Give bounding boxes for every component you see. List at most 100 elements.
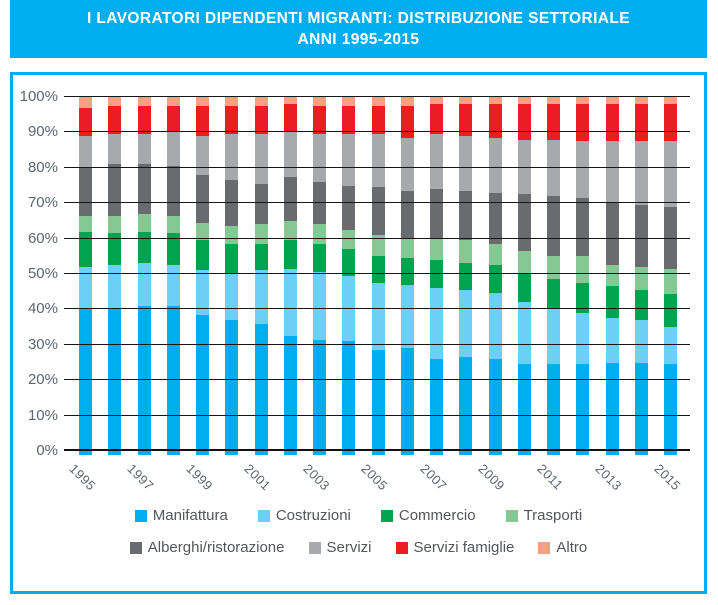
bar-segment-manifattura bbox=[517, 364, 531, 455]
bar-segment-alberghi-ristorazione bbox=[254, 183, 268, 225]
bar-segment-trasporti bbox=[459, 240, 473, 264]
bar-segment-manifattura bbox=[313, 339, 326, 455]
bar-segment-altro bbox=[371, 97, 385, 106]
bar-segment-servizi bbox=[313, 134, 326, 182]
bar-segment-servizi bbox=[517, 139, 531, 195]
legend-swatch-servizi-famiglie bbox=[395, 542, 408, 554]
bar-segment-commercio bbox=[313, 243, 326, 273]
bar-segment-altro bbox=[79, 97, 92, 108]
bar-segment-commercio bbox=[371, 256, 385, 283]
chart-title-line1: I LAVORATORI DIPENDENTI MIGRANTI: DISTRI… bbox=[86, 10, 631, 27]
gridline-60% bbox=[64, 238, 690, 239]
bar-segment-commercio bbox=[108, 233, 122, 266]
y-tick-label-10%: 10% bbox=[27, 407, 58, 424]
bar-segment-commercio bbox=[79, 231, 92, 267]
bar-segment-servizi-famiglie bbox=[108, 105, 122, 135]
bar-segment-servizi-famiglie bbox=[664, 104, 677, 142]
bar-segment-altro bbox=[634, 97, 648, 105]
bar-segment-servizi bbox=[605, 141, 619, 204]
bar-segment-alberghi-ristorazione bbox=[400, 190, 414, 239]
bar-segment-servizi-famiglie bbox=[254, 105, 268, 135]
gridline-70% bbox=[64, 202, 690, 203]
bar-segment-manifattura bbox=[664, 364, 677, 455]
bar-segment-servizi-famiglie bbox=[400, 105, 414, 138]
bar-segment-alberghi-ristorazione bbox=[342, 185, 356, 230]
bar-segment-commercio bbox=[225, 243, 239, 275]
bar-segment-servizi-famiglie bbox=[166, 105, 180, 133]
bar-segment-alberghi-ristorazione bbox=[283, 176, 297, 221]
legend-label: Alberghi/ristorazione bbox=[147, 539, 285, 556]
bar-segment-manifattura bbox=[342, 341, 356, 455]
stacked-bar-2009 bbox=[488, 97, 502, 455]
bar-segment-manifattura bbox=[196, 314, 209, 455]
bar-segment-costruzioni bbox=[254, 270, 268, 324]
legend-label: Servizi famiglie bbox=[413, 539, 515, 556]
legend-item-alberghi-ristorazione: Alberghi/ristorazione bbox=[129, 538, 285, 558]
bar-segment-trasporti bbox=[254, 224, 268, 244]
bar-segment-altro bbox=[605, 97, 619, 105]
legend-item-altro: Altro bbox=[538, 538, 587, 558]
bar-segment-commercio bbox=[137, 231, 151, 264]
bar-segment-altro bbox=[137, 97, 151, 106]
legend-label: Manifattura bbox=[152, 507, 228, 524]
bar-segment-servizi bbox=[400, 137, 414, 191]
bar-segment-trasporti bbox=[547, 256, 560, 280]
bar-segment-costruzioni bbox=[517, 302, 531, 365]
bar-segment-alberghi-ristorazione bbox=[79, 167, 92, 216]
legend-swatch-costruzioni bbox=[257, 510, 270, 522]
bar-segment-servizi bbox=[196, 135, 209, 175]
bar-segment-alberghi-ristorazione bbox=[517, 194, 531, 252]
y-tick-label-100%: 100% bbox=[19, 88, 58, 105]
bar-segment-altro bbox=[547, 97, 560, 105]
bar-segment-servizi bbox=[634, 141, 648, 206]
legend-swatch-commercio bbox=[380, 510, 393, 522]
bar-segment-altro bbox=[576, 97, 590, 105]
y-tick-label-80%: 80% bbox=[27, 159, 58, 176]
bar-segment-commercio bbox=[430, 259, 443, 289]
bar-segment-altro bbox=[108, 97, 122, 106]
bar-segment-manifattura bbox=[430, 358, 443, 455]
bar-segment-manifattura bbox=[605, 362, 619, 455]
bar-segment-manifattura bbox=[79, 307, 92, 455]
bar-segment-alberghi-ristorazione bbox=[430, 189, 443, 239]
bar-segment-trasporti bbox=[430, 238, 443, 260]
bar-segment-servizi bbox=[254, 134, 268, 184]
bar-segment-manifattura bbox=[459, 357, 473, 455]
legend-label: Commercio bbox=[398, 507, 476, 524]
bar-segment-costruzioni bbox=[108, 265, 122, 308]
bar-segment-trasporti bbox=[313, 224, 326, 244]
legend-swatch-servizi bbox=[308, 542, 321, 554]
bar-segment-commercio bbox=[517, 274, 531, 303]
stacked-bar-1998 bbox=[166, 97, 180, 455]
bar-segment-servizi-famiglie bbox=[517, 104, 531, 140]
stacked-bar-2003 bbox=[313, 97, 326, 455]
bar-segment-servizi-famiglie bbox=[313, 105, 326, 135]
bar-segment-costruzioni bbox=[283, 268, 297, 336]
bar-segment-servizi-famiglie bbox=[459, 104, 473, 136]
bar-segment-trasporti bbox=[196, 222, 209, 241]
gridline-80% bbox=[64, 167, 690, 168]
bar-segment-commercio bbox=[166, 233, 180, 266]
stacked-bar-2014 bbox=[634, 97, 648, 455]
bar-segment-alberghi-ristorazione bbox=[225, 180, 239, 227]
legend-item-servizi-famiglie: Servizi famiglie bbox=[395, 538, 515, 558]
bar-segment-servizi-famiglie bbox=[196, 105, 209, 136]
bar-segment-servizi bbox=[137, 134, 151, 165]
bar-segment-trasporti bbox=[225, 226, 239, 244]
chart-title-line2: ANNI 1995-2015 bbox=[297, 31, 420, 48]
bar-segment-costruzioni bbox=[371, 282, 385, 351]
bar-segment-commercio bbox=[283, 240, 297, 269]
bar-segment-alberghi-ristorazione bbox=[137, 164, 151, 214]
bar-segment-altro bbox=[664, 97, 677, 105]
bar-segment-commercio bbox=[459, 263, 473, 290]
gridline-20% bbox=[64, 379, 690, 380]
chart-panel bbox=[10, 72, 707, 594]
bar-segment-alberghi-ristorazione bbox=[488, 192, 502, 244]
bar-segment-trasporti bbox=[137, 213, 151, 232]
y-tick-label-40%: 40% bbox=[27, 300, 58, 317]
bar-segment-alberghi-ristorazione bbox=[196, 174, 209, 223]
bar-segment-costruzioni bbox=[547, 309, 560, 365]
bar-segment-servizi-famiglie bbox=[488, 104, 502, 138]
legend-label: Servizi bbox=[326, 539, 372, 556]
bar-segment-alberghi-ristorazione bbox=[634, 205, 648, 267]
